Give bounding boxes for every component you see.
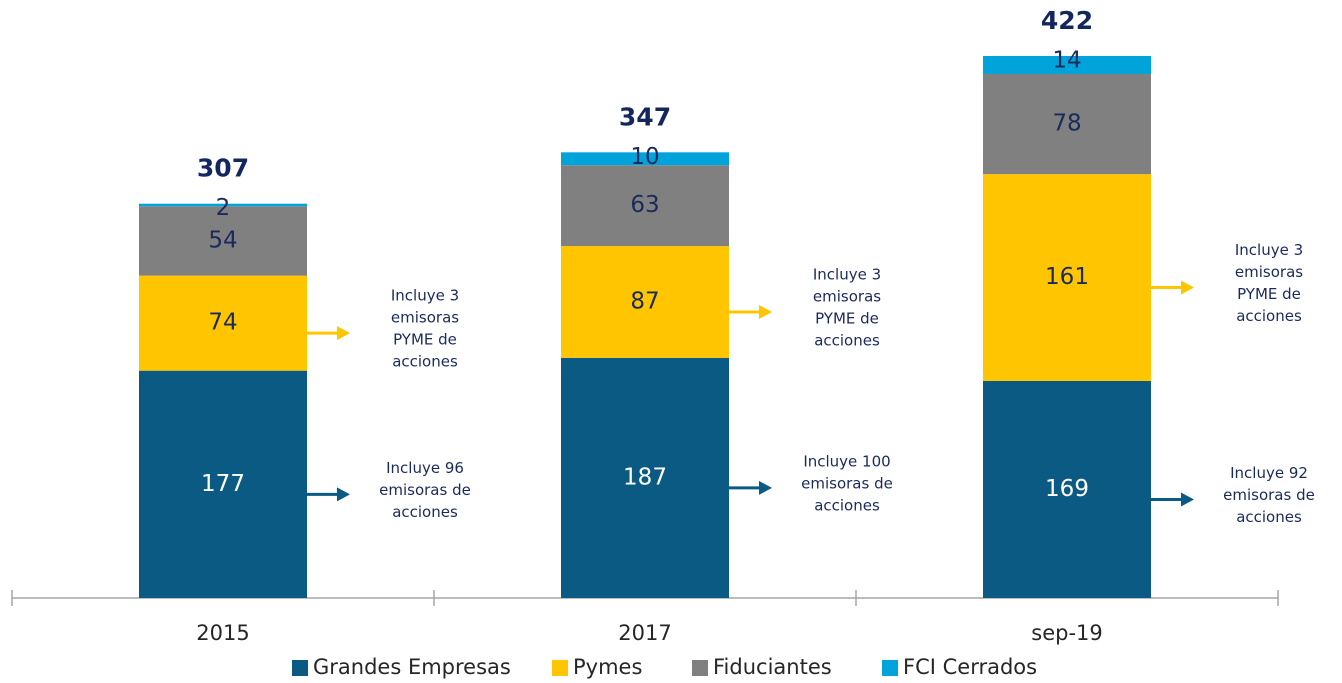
annotation-text: acciones [1236,508,1302,526]
data-label: 2 [216,195,231,221]
bar-segment [139,206,307,276]
data-label: 187 [623,464,667,490]
legend-swatch [552,660,568,676]
legend-swatch [692,660,708,676]
annotation-text: acciones [814,496,880,514]
bar-segment [139,370,307,598]
annotation-text: acciones [392,353,458,371]
annotation-text: PYME de [815,309,879,327]
annotation-text: emisoras [391,309,459,327]
arrow-head [1181,280,1194,295]
bar-segment [983,380,1151,598]
legend-label: Pymes [573,655,642,679]
data-label: 87 [630,288,659,314]
legend-label: Grandes Empresas [313,655,511,679]
legend-label: FCI Cerrados [903,655,1037,679]
annotation-text: acciones [392,503,458,521]
total-label: 307 [197,154,249,183]
data-label: 177 [201,471,245,497]
data-label: 14 [1052,48,1081,74]
annotation-text: emisoras de [1223,486,1315,504]
data-label: 10 [630,144,659,170]
data-label: 54 [208,227,237,253]
x-tick-label: sep-19 [1031,621,1103,645]
annotation-text: Incluye 92 [1230,464,1308,482]
bar-segment [561,246,729,358]
arrow-head [337,487,350,502]
x-tick-label: 2015 [196,621,249,645]
data-label: 169 [1045,476,1089,502]
annotation-text: acciones [814,331,880,349]
bar-segment [561,152,729,166]
legend-swatch [882,660,898,676]
annotation-text: emisoras de [801,474,893,492]
arrow-head [759,480,772,495]
annotation-text: Incluye 3 [1235,241,1303,259]
bar-segment [983,56,1151,74]
annotation-text: Incluye 100 [803,452,890,470]
data-label: 78 [1052,111,1081,137]
arrow-head [759,304,772,319]
bar-segment [139,203,307,207]
data-label: 161 [1045,264,1089,290]
legend-swatch [292,660,308,676]
legend-label: Fiduciantes [713,655,832,679]
annotation-text: emisoras [1235,263,1303,281]
annotation-text: PYME de [393,331,457,349]
bar-segment [983,73,1151,175]
x-tick-label: 2017 [618,621,671,645]
annotation-text: acciones [1236,307,1302,325]
annotation-text: Incluye 3 [813,265,881,283]
annotation-text: PYME de [1237,285,1301,303]
total-label: 347 [619,102,671,131]
arrow-head [337,326,350,341]
annotation-text: emisoras de [379,481,471,499]
data-label: 74 [208,310,237,336]
annotation-text: emisoras [813,287,881,305]
annotation-text: Incluye 96 [386,459,464,477]
total-label: 422 [1041,6,1093,35]
bar-segment [561,165,729,247]
bar-segment [983,174,1151,381]
data-label: 63 [630,192,659,218]
annotation-text: Incluye 3 [391,287,459,305]
bar-segment [139,275,307,371]
arrow-head [1181,492,1194,507]
bar-segment [561,357,729,598]
